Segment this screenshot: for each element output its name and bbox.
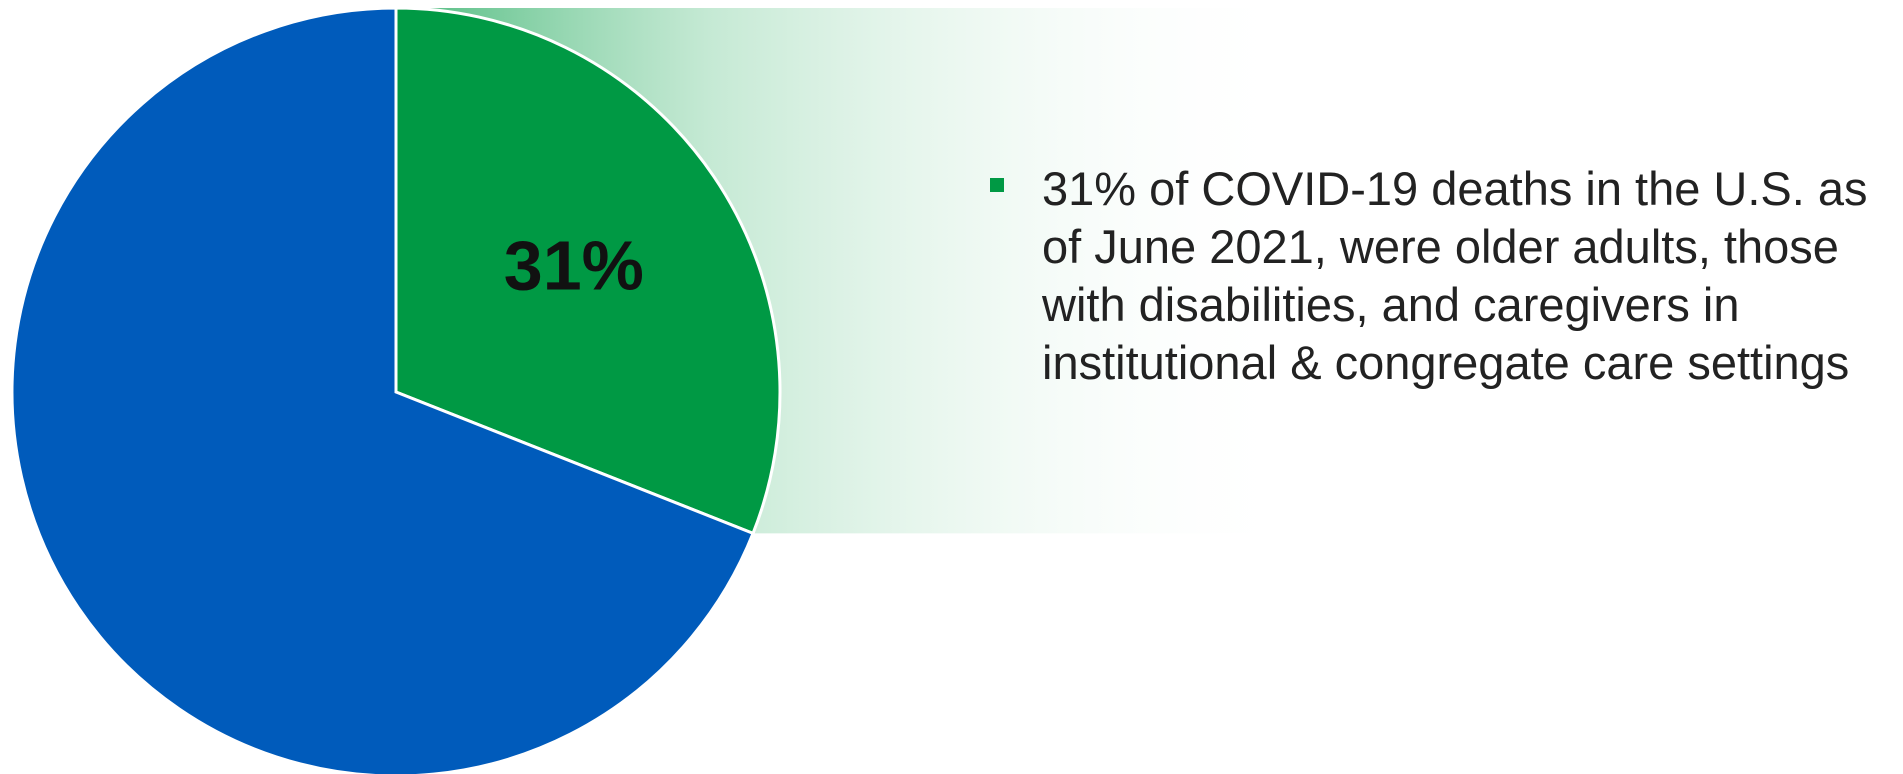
pie-slice-1 [394,6,782,536]
annotation-text: 31% of COVID-19 deaths in the U.S. as of… [1042,162,1868,389]
bullet-square-icon [990,178,1004,192]
annotation-bullet: 31% of COVID-19 deaths in the U.S. as of… [990,160,1890,392]
pie-slice-2 [10,6,755,774]
slice-value-label: 31% [504,227,644,305]
